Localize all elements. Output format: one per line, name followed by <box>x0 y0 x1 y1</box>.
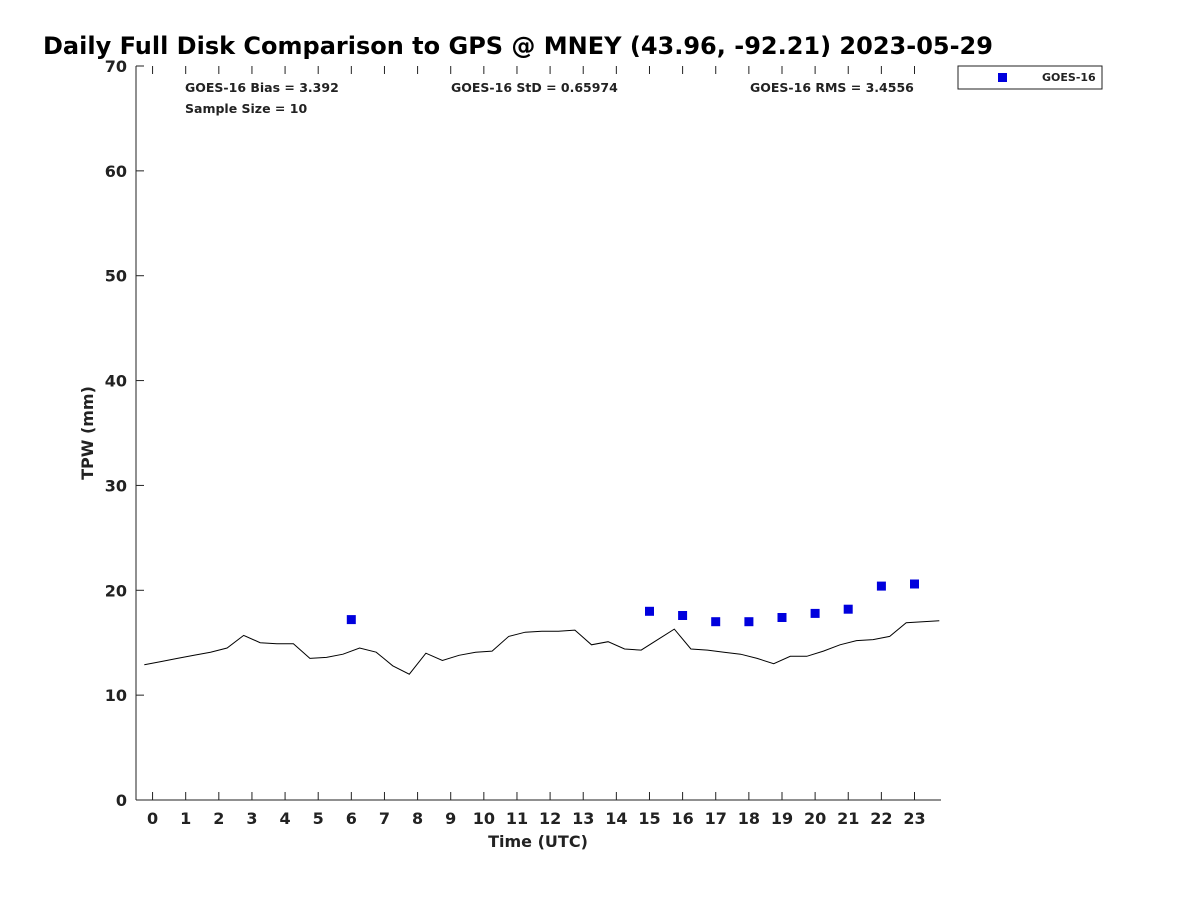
goes16-point <box>843 604 853 614</box>
chart-title: Daily Full Disk Comparison to GPS @ MNEY… <box>43 32 993 60</box>
y-tick-label: 60 <box>105 162 127 181</box>
plot-axes <box>135 66 941 801</box>
x-tick-label: 17 <box>705 809 727 828</box>
x-tick-label: 16 <box>671 809 693 828</box>
x-tick-label: 1 <box>180 809 191 828</box>
x-tick-label: 6 <box>346 809 357 828</box>
legend: GOES-16 <box>957 65 1103 90</box>
x-tick-label: 18 <box>738 809 760 828</box>
x-tick-label: 23 <box>903 809 925 828</box>
goes16-point <box>346 615 356 625</box>
rms-stat: GOES-16 RMS = 3.4556 <box>750 80 914 95</box>
x-tick-label: 5 <box>313 809 324 828</box>
goes16-point <box>645 606 654 616</box>
goes16-point <box>744 617 754 627</box>
goes16-point <box>777 613 787 622</box>
x-tick-label: 21 <box>837 809 859 828</box>
y-tick-label: 30 <box>105 476 127 495</box>
legend-box <box>957 65 1103 90</box>
y-tick-label: 20 <box>105 581 127 600</box>
stats-annotations: GOES-16 Bias = 3.392 GOES-16 StD = 0.659… <box>185 80 914 116</box>
x-tick-label: 12 <box>539 809 561 828</box>
y-tick-label: 10 <box>105 686 127 705</box>
goes16-point <box>876 581 886 591</box>
x-tick-label: 10 <box>473 809 495 828</box>
y-tick-group: 0 10 20 30 40 50 60 70 <box>105 57 144 810</box>
x-tick-label: 13 <box>572 809 594 828</box>
gps-tpw-line <box>144 620 940 675</box>
x-tick-label: 22 <box>870 809 892 828</box>
x-tick-group: 0 1 2 3 4 5 6 7 8 9 10 11 12 13 14 15 16 17 18 19 20 21 22 23 <box>147 66 926 828</box>
bias-stat: GOES-16 Bias = 3.392 <box>185 80 339 95</box>
x-tick-label: 7 <box>379 809 390 828</box>
x-tick-label: 0 <box>147 809 158 828</box>
x-tick-label: 20 <box>804 809 826 828</box>
x-tick-label: 8 <box>412 809 423 828</box>
std-stat: GOES-16 StD = 0.65974 <box>451 80 618 95</box>
sample-size-stat: Sample Size = 10 <box>185 101 307 116</box>
legend-marker-goes16 <box>998 73 1007 82</box>
goes16-point <box>910 579 919 589</box>
y-tick-label: 0 <box>116 791 127 810</box>
plot-content <box>144 579 940 675</box>
y-tick-label: 50 <box>105 267 127 286</box>
x-axis-label: Time (UTC) <box>488 832 588 851</box>
x-tick-label: 15 <box>638 809 660 828</box>
y-tick-label: 70 <box>105 57 127 76</box>
goes16-point <box>810 608 820 618</box>
goes16-point <box>678 611 688 620</box>
x-tick-label: 2 <box>213 809 224 828</box>
goes16-point <box>711 617 721 627</box>
x-tick-label: 4 <box>280 809 291 828</box>
x-tick-label: 3 <box>246 809 257 828</box>
legend-label-goes16: GOES-16 <box>1042 71 1096 84</box>
x-tick-label: 19 <box>771 809 793 828</box>
x-tick-label: 11 <box>506 809 528 828</box>
x-tick-label: 9 <box>445 809 456 828</box>
y-tick-label: 40 <box>105 372 127 391</box>
x-tick-label: 14 <box>605 809 627 828</box>
y-axis-label: TPW (mm) <box>78 386 97 480</box>
